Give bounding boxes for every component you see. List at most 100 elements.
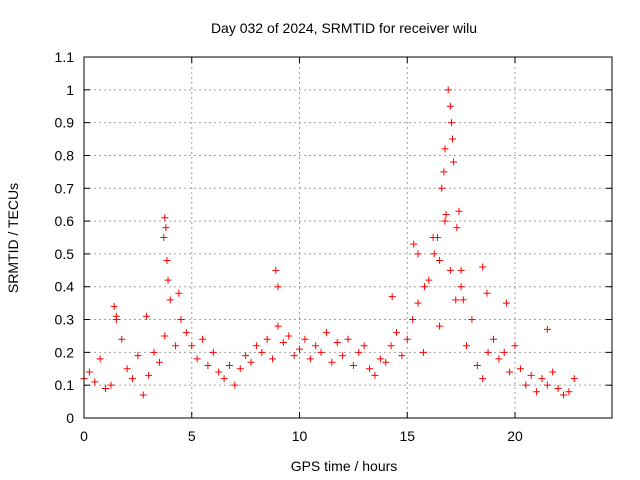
data-point [527, 371, 535, 379]
x-tick-label: 10 [292, 428, 308, 444]
data-point [231, 381, 239, 389]
data-point [161, 332, 169, 340]
data-point [236, 365, 244, 373]
data-point [145, 371, 153, 379]
data-point [91, 378, 99, 386]
data-point [511, 342, 519, 350]
data-point [333, 339, 341, 347]
data-point [446, 102, 454, 110]
data-point [463, 342, 471, 350]
y-tick-label: 0.3 [55, 312, 75, 328]
data-point [274, 322, 282, 330]
data-point [565, 388, 573, 396]
data-point [258, 348, 266, 356]
data-point [506, 368, 514, 376]
data-point [421, 283, 429, 291]
data-point [247, 358, 255, 366]
data-point [430, 250, 438, 258]
data-point [161, 214, 169, 222]
data-point [436, 322, 444, 330]
x-axis-title: GPS time / hours [291, 458, 398, 474]
data-point [403, 335, 411, 343]
data-point [188, 342, 196, 350]
data-point [150, 348, 158, 356]
data-point [272, 266, 280, 274]
data-point [446, 266, 454, 274]
chart-title: Day 032 of 2024, SRMTID for receiver wil… [211, 20, 477, 36]
y-tick-label: 0.5 [55, 246, 75, 262]
y-tick-label: 0.4 [55, 279, 75, 295]
data-point [538, 375, 546, 383]
data-point [225, 361, 233, 369]
data-point [549, 368, 557, 376]
data-point [199, 335, 207, 343]
data-point [429, 234, 437, 241]
data-point [457, 266, 465, 274]
data-point [360, 342, 368, 350]
data-point [112, 312, 120, 320]
data-point [371, 371, 379, 379]
tick-labels: 0 0.1 0.2 0.3 0.4 0.5 0.6 0.7 0.8 0.9 1 1.1 0 5 10 15 20 [55, 49, 523, 444]
data-point [355, 348, 363, 356]
data-point [479, 263, 487, 271]
data-point [193, 355, 201, 363]
data-point [483, 289, 491, 297]
data-point [177, 316, 185, 324]
y-tick-label: 0.2 [55, 344, 75, 360]
data-point [339, 352, 347, 360]
data-point [301, 335, 309, 343]
data-point [344, 335, 352, 343]
y-tick-label: 0.6 [55, 213, 75, 229]
data-point [328, 358, 336, 366]
data-point [102, 384, 110, 392]
data-point [502, 299, 510, 307]
x-tick-label: 5 [188, 428, 196, 444]
data-point [96, 355, 104, 363]
data-point [392, 329, 400, 337]
y-tick-label: 1.1 [55, 49, 75, 65]
data-point [209, 348, 217, 356]
data-point [489, 335, 497, 343]
data-point [322, 329, 330, 337]
data-point [438, 184, 446, 192]
axis-ticks [83, 56, 612, 419]
x-tick-label: 15 [399, 428, 415, 444]
data-point [450, 158, 458, 166]
data-point [312, 342, 320, 350]
data-point [349, 361, 357, 369]
data-point [455, 207, 463, 215]
data-point [163, 256, 171, 264]
y-tick-label: 0.1 [55, 377, 75, 393]
data-point [522, 381, 530, 389]
data-point [285, 332, 293, 340]
data-point [263, 335, 271, 343]
data-point [410, 240, 418, 248]
data-point [459, 296, 467, 304]
data-point [306, 355, 314, 363]
data-point [279, 339, 287, 347]
data-point [468, 316, 476, 324]
data-point [182, 329, 190, 337]
data-point [441, 145, 449, 153]
grid [84, 57, 612, 418]
y-tick-label: 0.9 [55, 115, 75, 131]
data-point [543, 381, 551, 389]
data-point [442, 211, 450, 219]
data-point [162, 224, 170, 232]
data-points [80, 86, 578, 399]
data-point [290, 352, 298, 360]
data-point [166, 296, 174, 304]
data-point [215, 368, 223, 376]
data-point [554, 384, 562, 392]
data-point [123, 365, 131, 373]
data-point [533, 388, 541, 396]
data-point [139, 391, 147, 399]
data-point [382, 358, 390, 366]
data-point [172, 342, 180, 350]
data-point [220, 375, 228, 383]
data-point [155, 358, 163, 366]
data-point [452, 296, 460, 304]
data-point [414, 299, 422, 307]
data-point [269, 355, 277, 363]
